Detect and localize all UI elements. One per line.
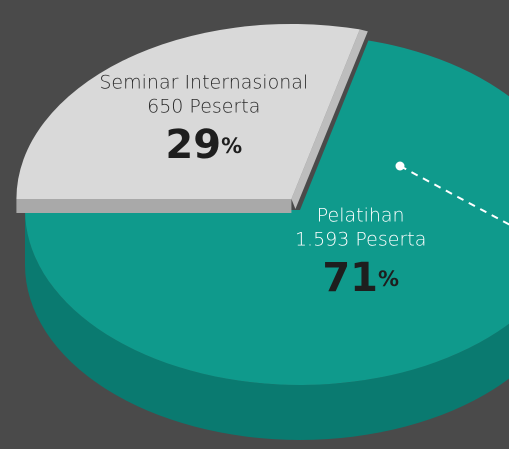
value-label: 71%	[322, 255, 399, 301]
slice-label: Pelatihan	[317, 204, 405, 226]
value-number: 29	[165, 122, 221, 168]
annotation-pointer	[395, 161, 509, 226]
value-number: 71	[322, 255, 378, 301]
pointer-line	[399, 165, 509, 226]
slice-edge	[291, 29, 368, 209]
value-unit: %	[221, 134, 242, 158]
value-label: 29%	[165, 122, 242, 168]
slice-label: Seminar Internasional	[99, 72, 308, 94]
slice	[16, 23, 368, 213]
slice-detail: 650 Peserta	[147, 96, 260, 118]
pie	[16, 23, 509, 440]
slice-side	[25, 210, 509, 440]
slice-top	[16, 23, 360, 199]
slice-edge	[16, 198, 292, 213]
value-unit: %	[378, 267, 399, 291]
slice-detail: 1.593 Peserta	[295, 228, 426, 250]
